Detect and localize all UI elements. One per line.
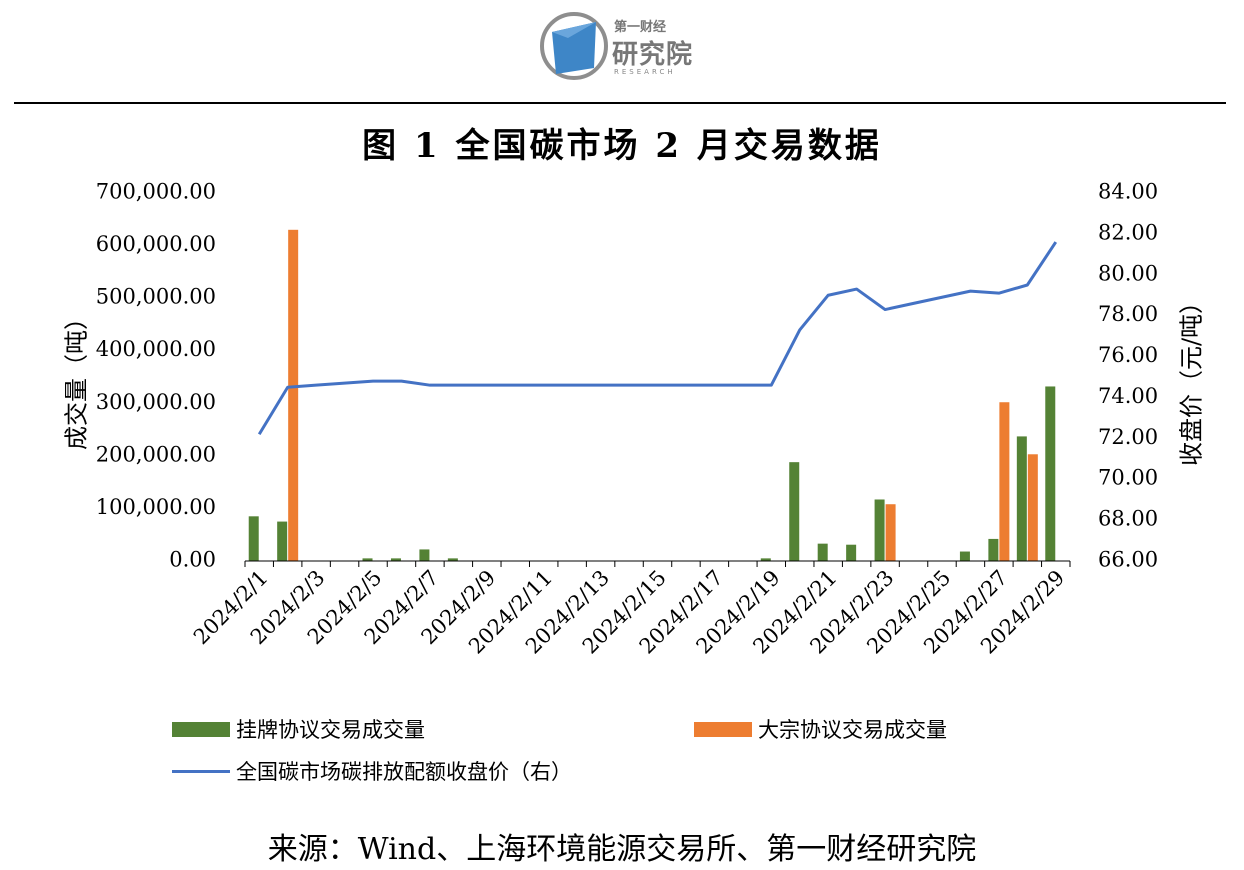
- logo-mark-icon: [540, 12, 608, 80]
- bar-listed: [1045, 386, 1056, 561]
- legend-item-listed: 挂牌协议交易成交量: [172, 714, 425, 744]
- y-right-tick-label: 76.00: [1098, 343, 1158, 367]
- bar-listed: [760, 558, 771, 561]
- y-right-tick-label: 80.00: [1098, 261, 1158, 285]
- y-right-tick-label: 74.00: [1098, 384, 1158, 408]
- y-right-tick-label: 72.00: [1098, 425, 1158, 449]
- y-left-tick-label: 400,000.00: [96, 337, 216, 361]
- price-line: [257, 241, 1058, 436]
- y-left-ticks: 0.00 100,000.00 200,000.00 300,000.00 400,00…: [96, 180, 216, 572]
- y-right-tick-label: 78.00: [1098, 302, 1158, 326]
- bar-listed: [959, 551, 970, 561]
- bar-listed: [362, 558, 373, 561]
- header-rule: [14, 102, 1226, 104]
- bar-listed: [789, 462, 800, 561]
- bar-listed: [390, 558, 401, 561]
- y-left-tick-label: 500,000.00: [96, 285, 216, 309]
- y-right-tick-label: 70.00: [1098, 466, 1158, 490]
- legend-swatch-block: [694, 721, 752, 737]
- bar-listed: [419, 549, 430, 561]
- logo-brand-en: RESEARCH: [614, 68, 676, 76]
- source-note: 来源：Wind、上海环境能源交易所、第一财经研究院: [267, 832, 977, 867]
- legend-item-block: 大宗协议交易成交量: [694, 714, 947, 744]
- y-axis-right-label: 收盘价（元/吨）: [1178, 290, 1206, 466]
- bar-listed: [988, 538, 999, 561]
- y-right-tick-label: 66.00: [1098, 548, 1158, 572]
- legend-label-block: 大宗协议交易成交量: [758, 718, 947, 742]
- legend-swatch-price: [172, 769, 230, 773]
- legend-label-price: 全国碳市场碳排放配额收盘价（右）: [236, 760, 572, 784]
- y-left-tick-label: 0.00: [169, 548, 216, 572]
- bar-listed: [248, 516, 259, 561]
- series-listed-bars: [248, 386, 1056, 561]
- bar-listed: [1016, 436, 1027, 561]
- bar-block: [999, 402, 1010, 561]
- y-left-tick-label: 200,000.00: [96, 442, 216, 466]
- y-left-tick-label: 600,000.00: [96, 232, 216, 256]
- bar-listed: [447, 558, 458, 561]
- y-right-tick-label: 84.00: [1098, 180, 1158, 204]
- logo-brand-small: 第一财经: [614, 20, 667, 35]
- logo-brand-big: 研究院: [612, 40, 694, 70]
- bar-listed: [277, 521, 288, 561]
- bar-block: [1027, 454, 1038, 561]
- legend-item-price: 全国碳市场碳排放配额收盘价（右）: [172, 756, 572, 786]
- bar-listed: [874, 499, 885, 561]
- y-right-tick-label: 82.00: [1098, 220, 1158, 244]
- bar-listed: [817, 543, 828, 561]
- y-right-ticks: 66.00 68.00 70.00 72.00 74.00 76.00 78.00 80.00…: [1098, 180, 1158, 572]
- y-left-tick-label: 300,000.00: [96, 390, 216, 414]
- y-left-tick-label: 100,000.00: [96, 495, 216, 519]
- legend-label-listed: 挂牌协议交易成交量: [236, 718, 425, 742]
- logo: 第一财经 研究院 RESEARCH: [538, 8, 708, 80]
- chart-title: 图 1 全国碳市场 2 月交易数据: [362, 126, 882, 166]
- bar-block: [885, 504, 896, 561]
- y-axis-left-label: 成交量（吨）: [63, 306, 91, 450]
- legend-swatch-listed: [172, 721, 230, 737]
- bar-block: [288, 229, 299, 562]
- y-right-tick-label: 68.00: [1098, 507, 1158, 531]
- series-block-bars: [288, 229, 1038, 562]
- x-ticks: 2024/2/12024/2/32024/2/52024/2/72024/2/9…: [189, 561, 1071, 659]
- y-left-tick-label: 700,000.00: [96, 180, 216, 204]
- bar-listed: [846, 544, 857, 561]
- series-price-line: [257, 241, 1058, 436]
